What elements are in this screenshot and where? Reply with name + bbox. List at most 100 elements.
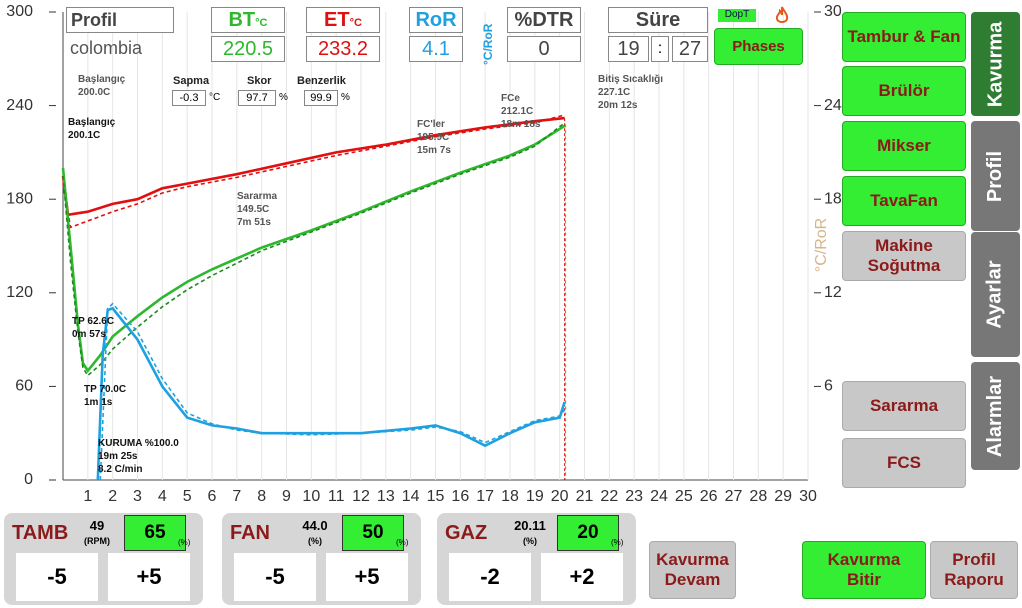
side-button[interactable]: Brülör [842,66,966,116]
annotation: 18m 18s [501,119,541,130]
minus-button[interactable]: -2 [449,553,531,601]
y-tick-label: 240 [6,97,33,114]
et-label: ET°C [306,7,380,33]
control-unit: (%) [308,536,322,546]
ror-label: RoR [409,7,463,33]
x-tick-label: 28 [749,488,767,505]
control-set: 65 [124,515,186,551]
x-tick-label: 17 [476,488,494,505]
bt-unit: °C [255,17,268,29]
x-tick-label: 20 [551,488,569,505]
stat-label: Skor [247,75,272,87]
stat-label: Benzerlik [297,75,346,87]
x-tick-label: 29 [774,488,792,505]
control-set: 50 [342,515,404,551]
x-tick-label: 30 [799,488,817,505]
tab[interactable]: Alarmlar [971,362,1020,470]
side-button[interactable]: Tambur & Fan [842,12,966,62]
x-tick-label: 16 [451,488,469,505]
series-line [96,306,566,481]
y2-tick-label: 24 [824,97,842,114]
plus-button[interactable]: +5 [108,553,190,601]
annotation: TP 70.0C [84,384,127,395]
control-set: 20 [557,515,619,551]
stat-value: 97.7 [238,90,276,106]
x-tick-label: 13 [377,488,395,505]
x-tick-label: 8 [257,488,266,505]
annotation: KURUMA %100.0 [98,438,179,449]
x-tick-label: 18 [501,488,519,505]
control-set-unit: (%) [611,538,624,547]
stat-unit: °C [209,92,221,103]
series-line [99,302,566,481]
x-tick-label: 11 [328,488,345,505]
bt-value: 220.5 [211,36,285,62]
y2-tick-label: 18 [824,190,842,207]
y2-tick-label: 30 [824,3,842,20]
action-button[interactable]: Kavurma Bitir [802,541,926,599]
y-tick-label: 0 [24,471,33,488]
x-tick-label: 6 [208,488,217,505]
plus-button[interactable]: +5 [326,553,408,601]
x-tick-label: 4 [158,488,167,505]
time-min: 19 [608,36,649,62]
annotation: 149.5C [237,204,270,215]
annotation: 200.0C [78,87,111,98]
y2-tick-label: 6 [824,378,833,395]
side-button[interactable]: FCS [842,438,966,488]
side-button[interactable]: Sararma [842,381,966,431]
tab[interactable]: Kavurma [971,12,1020,116]
x-tick-label: 7 [232,488,241,505]
tab-label: Kavurma [984,21,1007,107]
control-label: TAMB [12,522,69,544]
annotation: Başlangıç [78,74,126,85]
annotation: 19m 25s [98,451,138,462]
annotation: 0m 57s [72,329,106,340]
control-label: FAN [230,522,270,544]
x-tick-label: 15 [427,488,445,505]
control-value: 49 [89,518,105,533]
annotation: 20m 12s [598,100,638,111]
dopt[interactable]: DopT [718,9,756,22]
side-button[interactable]: TavaFan [842,176,966,226]
x-tick-label: 10 [302,488,320,505]
annotation: 7m 51s [237,217,271,228]
control-set-unit: (%) [396,538,409,547]
annotation: 195.9C [417,132,450,143]
tab[interactable]: Ayarlar [971,232,1020,357]
side-button[interactable]: Makine Soğutma [842,231,966,281]
series-line [61,124,566,374]
time-sec: 27 [672,36,708,62]
plus-button[interactable]: +2 [541,553,623,601]
annotation: TP 62.6C [72,316,115,327]
stat-label: Sapma [173,75,210,87]
control-value: 20.11 [514,518,546,533]
x-tick-label: 9 [282,488,291,505]
phases-button[interactable]: Phases [714,28,803,65]
x-tick-label: 2 [108,488,117,505]
action-button[interactable]: Kavurma Devam [649,541,736,599]
action-button[interactable]: Profil Raporu [930,541,1018,599]
ror-value: 4.1 [409,36,463,62]
bt-label: BT°C [211,7,285,33]
stat-unit: % [279,92,288,103]
profile-name: colombia [70,38,143,58]
x-tick-label: 19 [526,488,544,505]
dtr-value: 0 [507,36,581,62]
y2-tick-label: 12 [824,284,842,301]
x-tick-label: 14 [402,488,420,505]
bt-text: BT [228,9,256,31]
y-tick-label: 180 [6,190,33,207]
side-button[interactable]: Mikser [842,121,966,171]
y2-axis-label: °C/RoR [813,218,830,272]
tab[interactable]: Profil [971,121,1020,231]
series-line [61,116,565,217]
annotation: 227.1C [598,87,631,98]
minus-button[interactable]: -5 [234,553,316,601]
y-tick-label: 120 [6,284,33,301]
annotation: 212.1C [501,106,534,117]
stat-value: 99.9 [304,90,338,106]
minus-button[interactable]: -5 [16,553,98,601]
x-tick-label: 1 [83,488,92,505]
